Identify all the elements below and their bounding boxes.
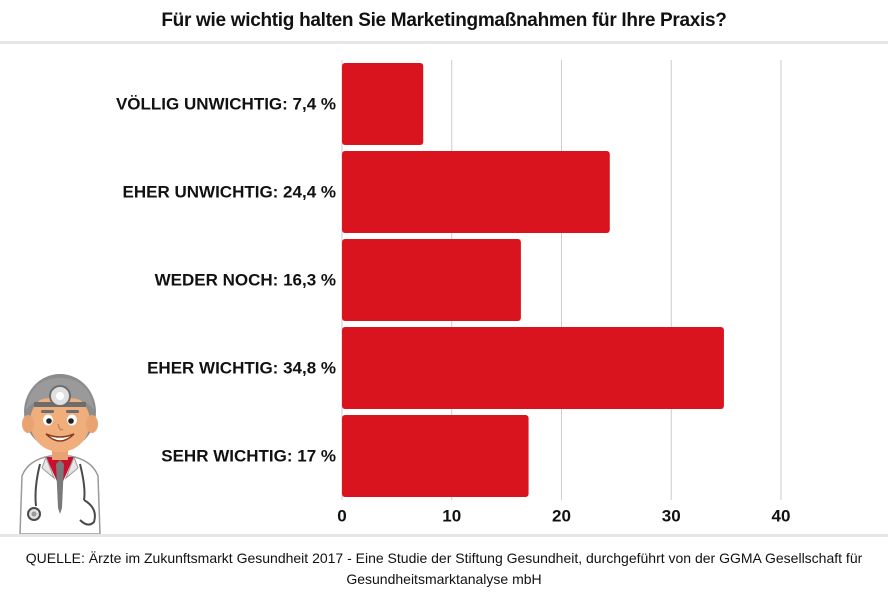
category-label-2: EHER UNWICHTIG: 24,4 % bbox=[123, 183, 336, 202]
bar-1 bbox=[342, 63, 424, 145]
bar-chart: VÖLLIG UNWICHTIG: 7,4 % EHER UNWICHTIG: 2… bbox=[116, 60, 790, 526]
x-tick-label-10: 10 bbox=[442, 507, 461, 526]
x-tick-label-30: 30 bbox=[662, 507, 681, 526]
source-text: QUELLE: Ärzte im Zukunftsmarkt Gesundhei… bbox=[25, 549, 863, 587]
chart-title: Für wie wichtig halten Sie Marketingmaßn… bbox=[161, 9, 727, 31]
bars bbox=[342, 63, 724, 497]
bar-4 bbox=[342, 327, 724, 409]
bar-2 bbox=[342, 151, 610, 233]
source-footer: QUELLE: Ärzte im Zukunftsmarkt Gesundhei… bbox=[0, 534, 888, 600]
title-bar: Für wie wichtig halten Sie Marketingmaßn… bbox=[0, 0, 888, 44]
bar-3 bbox=[342, 239, 521, 321]
x-tick-label-0: 0 bbox=[337, 507, 346, 526]
category-label-1: VÖLLIG UNWICHTIG: 7,4 % bbox=[116, 95, 336, 114]
category-label-3: WEDER NOCH: 16,3 % bbox=[155, 271, 336, 290]
category-label-4: EHER WICHTIG: 34,8 % bbox=[147, 359, 336, 378]
x-tick-label-20: 20 bbox=[552, 507, 571, 526]
x-axis-ticks: 0 10 20 30 40 bbox=[337, 507, 790, 526]
bar-5 bbox=[342, 415, 529, 497]
x-tick-label-40: 40 bbox=[772, 507, 791, 526]
category-labels: VÖLLIG UNWICHTIG: 7,4 % EHER UNWICHTIG: 2… bbox=[116, 95, 336, 466]
doctor-illustration-icon bbox=[19, 374, 101, 534]
category-label-5: SEHR WICHTIG: 17 % bbox=[161, 447, 336, 466]
